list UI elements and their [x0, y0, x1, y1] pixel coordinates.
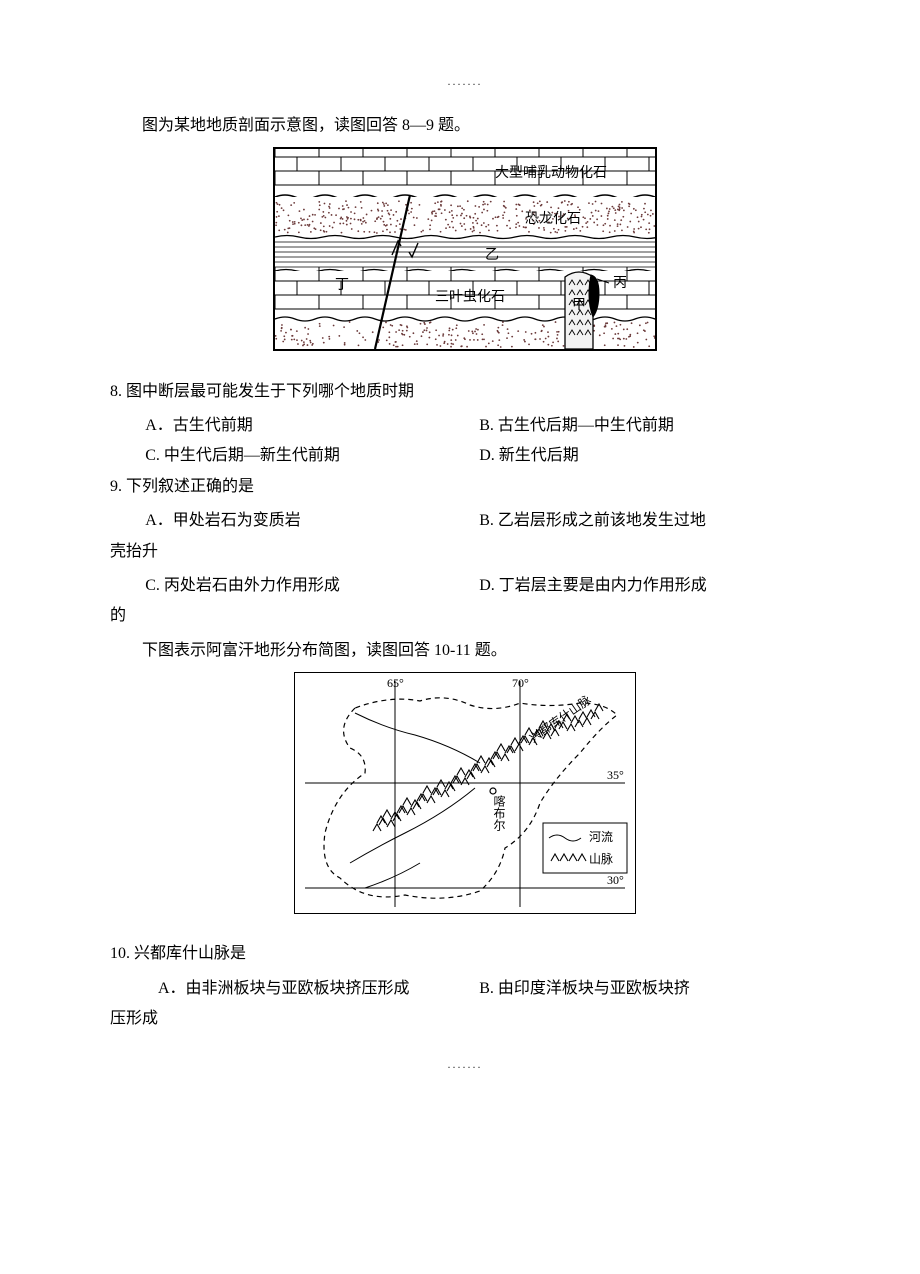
q9-opt-d: D. 丁岩层主要是由内力作用形成: [479, 571, 820, 601]
q10-opt-b: B. 由印度洋板块与亚欧板块挤: [479, 974, 820, 1004]
q9-opt-a: A．甲处岩石为变质岩: [110, 506, 479, 536]
q8-stem: 8. 图中断层最可能发生于下列哪个地质时期: [110, 377, 820, 407]
svg-text:70°: 70°: [512, 676, 529, 690]
q8-row-ab: A．古生代前期 B. 古生代后期—中生代前期: [110, 411, 820, 441]
svg-text:丁: 丁: [335, 278, 349, 293]
q8-opt-d: D. 新生代后期: [479, 441, 820, 471]
svg-text:大型哺乳动物化石: 大型哺乳动物化石: [495, 165, 607, 181]
q9-stem: 9. 下列叙述正确的是: [110, 472, 820, 502]
figure-1: 大型哺乳动物化石恐龙化石乙丁三叶虫化石甲 丙: [273, 147, 657, 351]
svg-text:恐龙化石: 恐龙化石: [525, 211, 581, 227]
figure-2: 65°70°35°30°喀布尔兴都库什山脉河流山脉: [294, 672, 636, 914]
svg-text:乙: 乙: [485, 247, 499, 263]
q8-opt-a: A．古生代前期: [110, 411, 479, 441]
q8-opt-b: B. 古生代后期—中生代前期: [479, 411, 820, 441]
q9-opt-b: B. 乙岩层形成之前该地发生过地: [479, 506, 820, 536]
q8-opt-c: C. 中生代后期—新生代前期: [110, 441, 479, 471]
figure-2-wrap: 65°70°35°30°喀布尔兴都库什山脉河流山脉: [110, 672, 820, 925]
q10-row-ab: A．由非洲板块与亚欧板块挤压形成 B. 由印度洋板块与亚欧板块挤: [110, 974, 820, 1004]
q8-row-cd: C. 中生代后期—新生代前期 D. 新生代后期: [110, 441, 820, 471]
q9-row-cd: C. 丙处岩石由外力作用形成 D. 丁岩层主要是由内力作用形成: [110, 571, 820, 601]
svg-text:山脉: 山脉: [589, 851, 613, 866]
svg-text:30°: 30°: [607, 873, 624, 887]
q10-opt-a: A．由非洲板块与亚欧板块挤压形成: [110, 974, 479, 1004]
q10-b-tail: 压形成: [110, 1004, 820, 1034]
q9-d-tail: 的: [110, 601, 820, 631]
q9-row-ab: A．甲处岩石为变质岩 B. 乙岩层形成之前该地发生过地: [110, 506, 820, 536]
svg-text:甲: 甲: [572, 298, 586, 313]
figure-1-wrap: 大型哺乳动物化石恐龙化石乙丁三叶虫化石甲 丙: [110, 147, 820, 362]
footer-dots: .......: [110, 1053, 820, 1076]
svg-text:丙: 丙: [613, 276, 627, 291]
header-dots: .......: [110, 70, 820, 93]
q9-opt-c: C. 丙处岩石由外力作用形成: [110, 571, 479, 601]
svg-text:三叶虫化石: 三叶虫化石: [435, 289, 505, 305]
q10-stem: 10. 兴都库什山脉是: [110, 939, 820, 969]
intro-1: 图为某地地质剖面示意图，读图回答 8—9 题。: [110, 111, 820, 141]
intro-2: 下图表示阿富汗地形分布简图，读图回答 10-11 题。: [110, 636, 820, 666]
svg-text:河流: 河流: [589, 830, 613, 844]
svg-text:65°: 65°: [387, 676, 404, 690]
svg-text:喀布尔: 喀布尔: [492, 795, 506, 831]
q9-b-tail: 壳抬升: [110, 537, 820, 567]
svg-text:35°: 35°: [607, 768, 624, 782]
